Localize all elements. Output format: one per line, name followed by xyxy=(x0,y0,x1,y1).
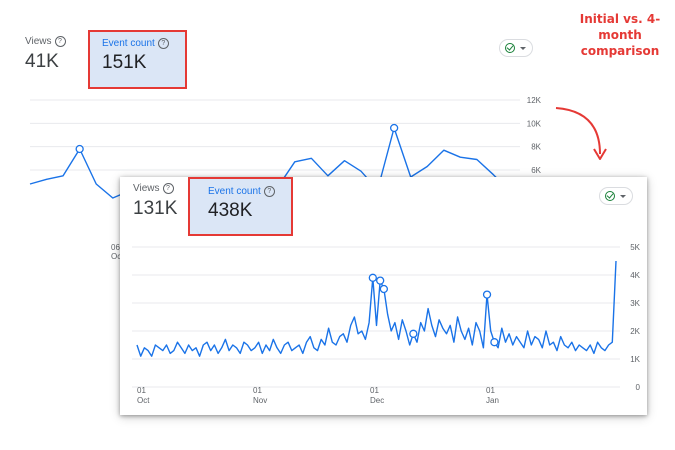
back-report-card: Views? 41K Event count? 151K 12K 10K 8K 6K 0… xyxy=(0,0,560,260)
x-tick-month: Dec xyxy=(370,396,384,405)
x-tick-day: 01 xyxy=(486,386,495,395)
caret-down-icon xyxy=(620,195,626,198)
x-tick-month: Nov xyxy=(253,396,267,405)
front-views-value: 131K xyxy=(133,198,178,219)
y-tick-label: 1K xyxy=(630,355,640,364)
anomaly-marker xyxy=(389,123,399,133)
y-tick-label: 4K xyxy=(630,271,640,280)
front-event-count-metric[interactable]: Event count? 438K xyxy=(188,177,293,236)
y-tick-label: 12K xyxy=(527,96,542,105)
x-tick-day: 01 xyxy=(253,386,262,395)
front-event-value: 438K xyxy=(208,200,253,221)
anomaly-marker xyxy=(376,276,385,285)
y-tick-label: 5K xyxy=(630,243,640,252)
x-tick-month: Oct xyxy=(111,252,124,260)
front-views-metric[interactable]: Views? 131K xyxy=(133,183,177,220)
help-icon[interactable]: ? xyxy=(54,36,66,47)
front-status-dropdown[interactable] xyxy=(599,187,633,205)
comparison-annotation: Initial vs. 4-month comparison xyxy=(579,12,661,58)
x-tick-day: 06 xyxy=(111,243,120,252)
y-tick-label: 0 xyxy=(636,383,641,392)
front-views-label: Views xyxy=(133,183,160,194)
back-event-label: Event count xyxy=(102,38,155,49)
x-tick-day: 01 xyxy=(137,386,146,395)
series-line xyxy=(136,260,617,357)
back-status-dropdown[interactable] xyxy=(499,39,533,57)
anomaly-marker xyxy=(409,329,418,338)
front-report-card: Views? 131K Event count? 438K 5K 4K 3K 2K 1K… xyxy=(120,177,647,415)
back-views-metric[interactable]: Views? 41K xyxy=(25,36,66,73)
y-tick-label: 10K xyxy=(527,119,542,128)
x-tick-month: Jan xyxy=(486,396,499,405)
anomaly-marker xyxy=(379,284,389,294)
y-tick-label: 2K xyxy=(630,327,640,336)
x-tick-day: 01 xyxy=(370,386,379,395)
y-tick-label: 6K xyxy=(531,166,541,175)
help-icon[interactable]: ? xyxy=(263,186,275,197)
check-circle-icon xyxy=(605,191,615,201)
anomaly-marker xyxy=(482,290,492,299)
anomaly-marker xyxy=(75,144,84,154)
arrow-icon xyxy=(555,107,607,160)
caret-down-icon xyxy=(520,47,526,50)
y-tick-label: 8K xyxy=(531,143,541,152)
help-icon[interactable]: ? xyxy=(162,183,174,194)
check-circle-icon xyxy=(505,43,515,53)
anomaly-marker xyxy=(490,338,499,347)
back-event-count-metric[interactable]: Event count? 151K xyxy=(88,30,187,89)
anomaly-marker xyxy=(368,273,377,282)
help-icon[interactable]: ? xyxy=(157,38,169,49)
front-event-label: Event count xyxy=(208,186,261,197)
back-views-label: Views xyxy=(25,36,52,47)
y-tick-label: 3K xyxy=(630,299,640,308)
x-tick-month: Oct xyxy=(137,396,150,405)
back-views-value: 41K xyxy=(25,51,59,72)
back-event-value: 151K xyxy=(102,52,147,73)
